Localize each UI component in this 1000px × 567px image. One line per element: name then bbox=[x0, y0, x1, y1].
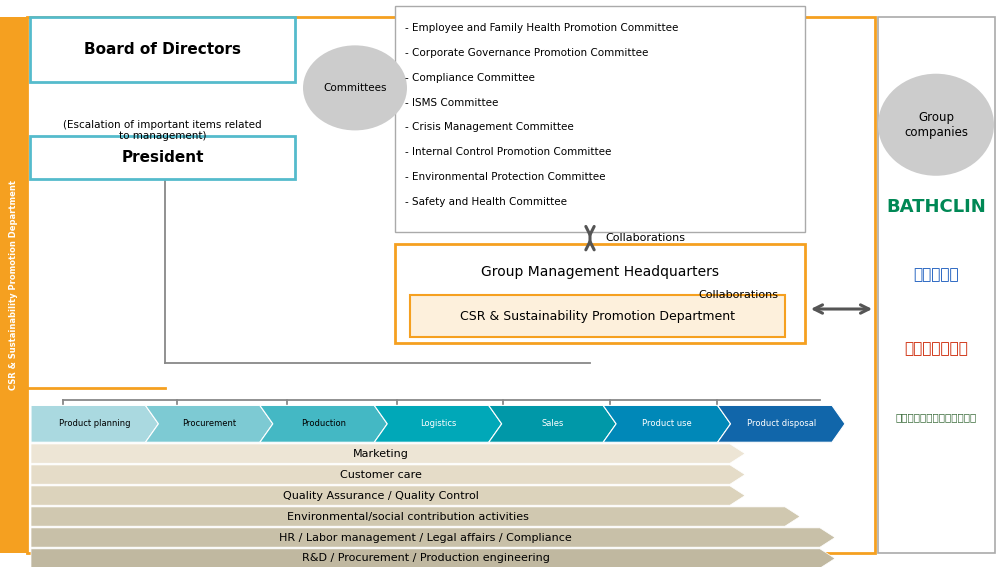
Bar bbox=[0, 17, 27, 553]
Polygon shape bbox=[31, 549, 835, 567]
Text: President: President bbox=[121, 150, 204, 165]
Text: - Internal Control Promotion Committee: - Internal Control Promotion Committee bbox=[405, 147, 611, 158]
Polygon shape bbox=[31, 507, 800, 526]
Text: Production: Production bbox=[301, 420, 346, 428]
Text: - Corporate Governance Promotion Committee: - Corporate Governance Promotion Committ… bbox=[405, 48, 648, 58]
Bar bbox=[395, 6, 805, 232]
Text: R&D / Procurement / Production engineering: R&D / Procurement / Production engineeri… bbox=[302, 553, 549, 564]
Polygon shape bbox=[31, 528, 835, 547]
Bar bbox=[878, 17, 995, 553]
Polygon shape bbox=[489, 405, 616, 442]
Ellipse shape bbox=[878, 74, 994, 176]
Text: Sales: Sales bbox=[541, 420, 564, 428]
Polygon shape bbox=[718, 405, 845, 442]
Polygon shape bbox=[31, 444, 745, 463]
Text: - Crisis Management Committee: - Crisis Management Committee bbox=[405, 122, 574, 133]
Text: (Escalation of important items related
to management): (Escalation of important items related t… bbox=[63, 120, 262, 141]
Polygon shape bbox=[374, 405, 502, 442]
Text: - Safety and Health Committee: - Safety and Health Committee bbox=[405, 197, 567, 208]
Text: Customer care: Customer care bbox=[340, 469, 421, 480]
Bar bbox=[30, 136, 295, 179]
Text: Procurement: Procurement bbox=[182, 420, 236, 428]
Text: Group
companies: Group companies bbox=[904, 111, 968, 139]
Text: Marketing: Marketing bbox=[353, 448, 408, 459]
Bar bbox=[30, 17, 295, 82]
Text: BATHCLIN: BATHCLIN bbox=[886, 198, 986, 216]
Text: Environmental/social contribution activities: Environmental/social contribution activi… bbox=[287, 511, 529, 522]
Bar bbox=[27, 17, 875, 553]
Text: - ISMS Committee: - ISMS Committee bbox=[405, 98, 498, 108]
Text: - Employee and Family Health Promotion Committee: - Employee and Family Health Promotion C… bbox=[405, 23, 678, 33]
Text: Product disposal: Product disposal bbox=[747, 420, 816, 428]
Text: HR / Labor management / Legal affairs / Compliance: HR / Labor management / Legal affairs / … bbox=[279, 532, 572, 543]
Text: アース・ペット: アース・ペット bbox=[904, 341, 968, 356]
Bar bbox=[410, 295, 785, 337]
Text: - Compliance Committee: - Compliance Committee bbox=[405, 73, 535, 83]
Polygon shape bbox=[31, 465, 745, 484]
Text: - Environmental Protection Committee: - Environmental Protection Committee bbox=[405, 172, 606, 183]
Text: Collaborations: Collaborations bbox=[698, 290, 778, 300]
Ellipse shape bbox=[303, 45, 407, 130]
Text: Product use: Product use bbox=[642, 420, 692, 428]
Polygon shape bbox=[31, 486, 745, 505]
Polygon shape bbox=[260, 405, 387, 442]
Text: Board of Directors: Board of Directors bbox=[84, 42, 241, 57]
Bar bbox=[395, 244, 805, 343]
Text: Product planning: Product planning bbox=[59, 420, 130, 428]
Text: Quality Assurance / Quality Control: Quality Assurance / Quality Control bbox=[283, 490, 478, 501]
Text: Collaborations: Collaborations bbox=[605, 233, 685, 243]
Polygon shape bbox=[145, 405, 273, 442]
Text: CSR & Sustainability Promotion Department: CSR & Sustainability Promotion Departmen… bbox=[9, 180, 18, 390]
Text: 白元アース: 白元アース bbox=[913, 268, 959, 282]
Polygon shape bbox=[603, 405, 731, 442]
Text: Committees: Committees bbox=[323, 83, 387, 93]
Text: アース環境サービス株式会社: アース環境サービス株式会社 bbox=[895, 412, 977, 422]
Text: Group Management Headquarters: Group Management Headquarters bbox=[481, 265, 719, 279]
Text: CSR & Sustainability Promotion Department: CSR & Sustainability Promotion Departmen… bbox=[460, 310, 735, 323]
Text: Logistics: Logistics bbox=[420, 420, 456, 428]
Polygon shape bbox=[31, 405, 158, 442]
